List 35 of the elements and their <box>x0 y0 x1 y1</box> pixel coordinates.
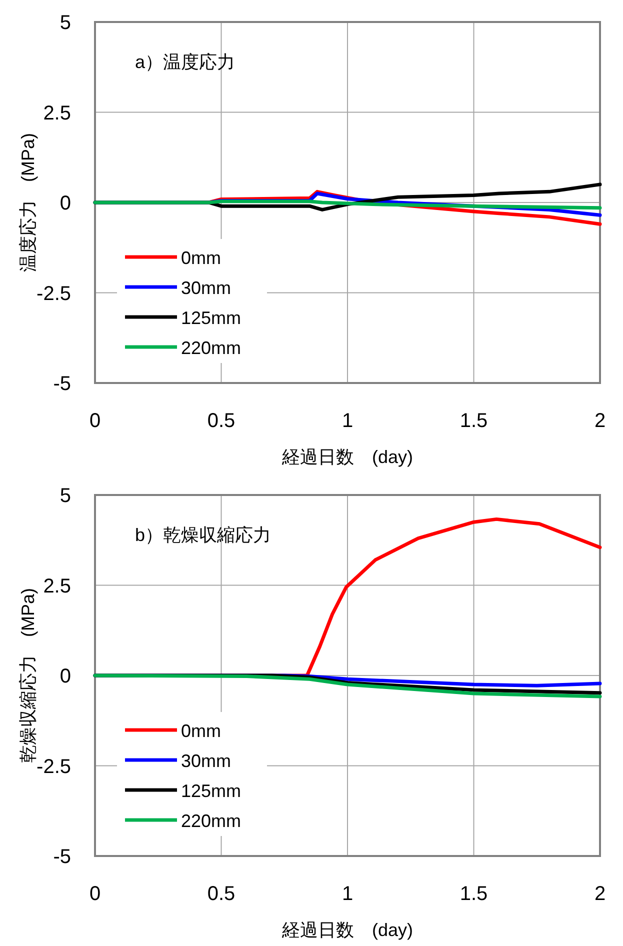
x-axis-title: 経過日数 (day) <box>280 920 414 940</box>
y-tick-label: -5 <box>53 373 71 395</box>
x-tick-label: 2 <box>594 883 606 905</box>
y-tick-label: 5 <box>60 12 71 34</box>
legend-label: 125mm <box>181 308 242 328</box>
y-tick-label: -2.5 <box>36 756 71 778</box>
legend-label: 0mm <box>181 248 221 268</box>
y-axis-title: 乾燥収縮応力 (MPa) <box>18 588 38 763</box>
legend-label: 0mm <box>181 721 221 741</box>
x-tick-label: 0 <box>89 410 101 432</box>
x-tick-label: 1.5 <box>460 883 488 905</box>
legend-label: 220mm <box>181 338 242 358</box>
y-tick-label: 0 <box>60 666 71 688</box>
x-tick-label: 2 <box>594 410 606 432</box>
line-series <box>93 200 602 210</box>
y-tick-label: 0 <box>60 192 71 214</box>
legend-label: 125mm <box>181 781 242 801</box>
x-tick-label: 0.5 <box>207 410 236 432</box>
y-tick-label: -2.5 <box>36 282 71 305</box>
y-tick-label: 2.5 <box>43 102 71 124</box>
x-tick-label: 1 <box>342 410 354 432</box>
x-tick-label: 0 <box>89 883 101 905</box>
legend-label: 30mm <box>181 751 232 771</box>
legend-label: 220mm <box>181 811 242 831</box>
y-tick-label: 2.5 <box>43 575 71 598</box>
legend-label: 30mm <box>181 278 232 298</box>
y-axis-title: 温度応力 (MPa) <box>18 133 38 272</box>
y-tick-label: 5 <box>60 485 71 507</box>
x-tick-label: 1 <box>342 883 354 905</box>
x-axis-title: 経過日数 (day) <box>280 447 414 467</box>
text: a）温度応力 <box>135 52 236 72</box>
text: b）乾燥収縮応力 <box>135 525 272 545</box>
x-tick-label: 0.5 <box>207 883 236 905</box>
y-tick-label: -5 <box>53 846 71 868</box>
x-tick-label: 1.5 <box>460 410 488 432</box>
